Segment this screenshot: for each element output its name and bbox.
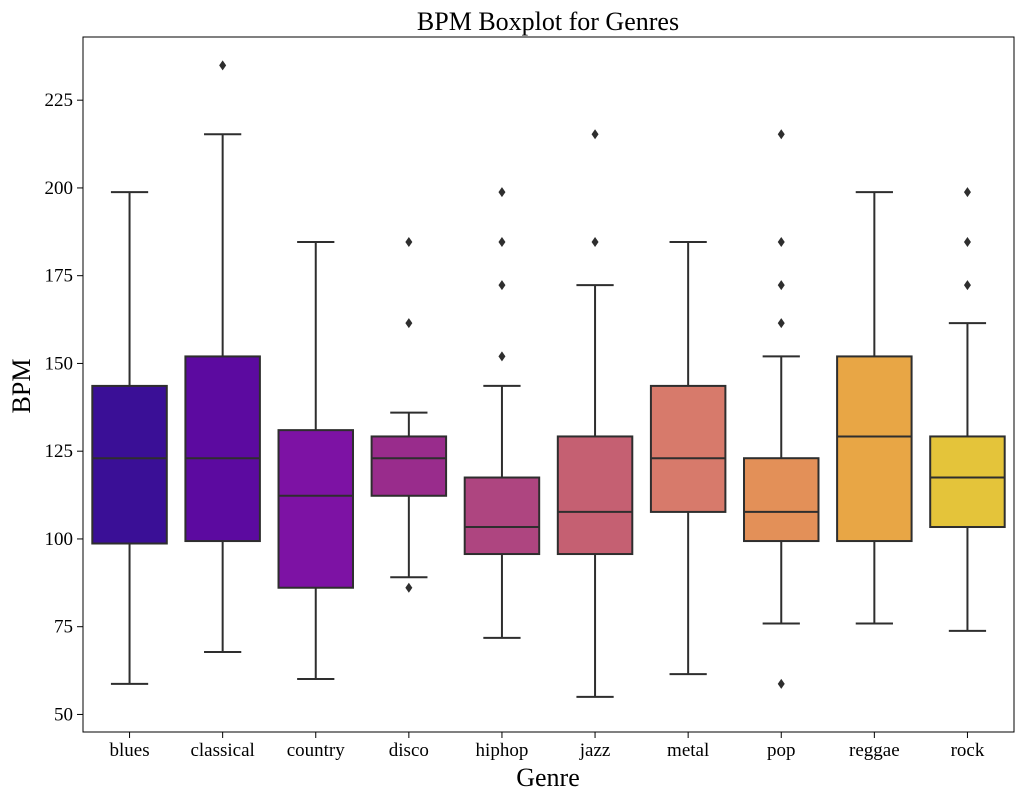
box-rock bbox=[929, 435, 1006, 529]
box-classical bbox=[184, 355, 261, 543]
box-metal bbox=[649, 384, 727, 513]
y-tick-label: 150 bbox=[45, 353, 74, 374]
x-tick-label-rock: rock bbox=[951, 740, 985, 761]
box-jazz bbox=[556, 435, 634, 556]
outlier-hiphop bbox=[498, 351, 506, 362]
y-tick-label: 175 bbox=[45, 266, 74, 287]
y-tick-label: 125 bbox=[45, 441, 74, 462]
box-country bbox=[277, 429, 354, 589]
y-axis-label: BPM bbox=[7, 359, 36, 414]
box-hiphop bbox=[463, 476, 541, 556]
x-tick-label-classical: classical bbox=[190, 740, 254, 761]
outlier-hiphop bbox=[498, 280, 506, 291]
outlier-jazz bbox=[591, 236, 599, 247]
outlier-pop bbox=[777, 318, 785, 329]
y-tick-label: 75 bbox=[54, 617, 73, 638]
x-tick-label-metal: metal bbox=[667, 740, 709, 761]
x-tick-label-hiphop: hiphop bbox=[476, 740, 529, 761]
outlier-rock bbox=[963, 280, 971, 291]
x-axis-label: Genre bbox=[516, 763, 580, 792]
x-tick-label-disco: disco bbox=[389, 740, 429, 761]
x-tick-label-blues: blues bbox=[109, 740, 149, 761]
box-reggae bbox=[836, 355, 913, 543]
outlier-pop bbox=[777, 236, 785, 247]
outlier-rock bbox=[963, 187, 971, 198]
box-blues bbox=[91, 384, 168, 545]
outlier-hiphop bbox=[498, 187, 506, 198]
outlier-pop bbox=[777, 678, 785, 689]
plot-area: 50 75 100 125 150 175 200 225 blues classical coun… bbox=[45, 60, 1006, 761]
y-tick-label: 100 bbox=[45, 529, 74, 550]
outlier-pop bbox=[777, 280, 785, 291]
y-tick-label: 200 bbox=[45, 178, 74, 199]
outlier-jazz bbox=[591, 129, 599, 140]
x-tick-label-country: country bbox=[287, 740, 346, 761]
outlier-hiphop bbox=[498, 236, 506, 247]
box-disco bbox=[370, 435, 448, 497]
outlier-classical bbox=[219, 60, 227, 71]
outlier-disco bbox=[405, 318, 413, 329]
outlier-rock bbox=[963, 236, 971, 247]
outlier-pop bbox=[777, 129, 785, 140]
y-tick-label: 50 bbox=[54, 704, 73, 725]
x-tick-label-jazz: jazz bbox=[579, 740, 611, 761]
chart-title: BPM Boxplot for Genres bbox=[417, 7, 679, 36]
plot-frame bbox=[82, 36, 1015, 733]
outlier-disco bbox=[405, 236, 413, 247]
outlier-disco bbox=[405, 582, 413, 593]
x-tick-label-reggae: reggae bbox=[849, 740, 900, 761]
y-tick-label: 225 bbox=[45, 90, 74, 111]
x-tick-label-pop: pop bbox=[767, 740, 796, 761]
box-pop bbox=[743, 457, 820, 543]
